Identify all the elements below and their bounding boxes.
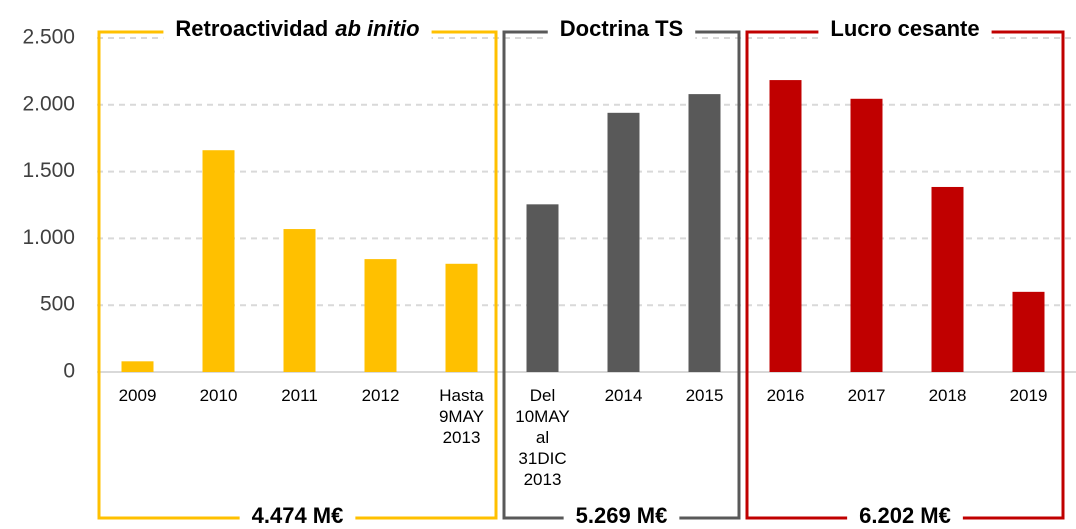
x-tick-line: 2014 — [605, 386, 643, 405]
group-title-part: Doctrina TS — [560, 16, 683, 41]
x-tick-line: Del — [530, 386, 556, 405]
group-title: Lucro cesante — [830, 16, 979, 41]
group-total: 4.474 M€ — [252, 503, 344, 528]
x-tick-line: 2019 — [1010, 386, 1048, 405]
x-tick-label: 2016 — [767, 386, 805, 405]
label-bg — [818, 15, 992, 41]
x-tick-line: 2013 — [443, 428, 481, 447]
bar — [1012, 291, 1045, 372]
x-tick-line: 2011 — [281, 386, 318, 405]
x-tick-label: 2009 — [119, 386, 157, 405]
x-tick-label: 2012 — [362, 386, 400, 405]
x-tick-line: Hasta — [439, 386, 484, 405]
x-tick-label: Del 10MAY al 31DIC 2013 — [515, 386, 570, 489]
label-bg — [547, 15, 696, 41]
bar — [121, 361, 154, 372]
bar — [283, 229, 316, 372]
grid — [97, 37, 1076, 373]
x-tick-line: 9MAY — [439, 407, 484, 426]
y-tick-label: 1.500 — [22, 159, 75, 182]
group-total: 5.269 M€ — [576, 503, 668, 528]
group-total: 6.202 M€ — [859, 503, 951, 528]
bar — [445, 263, 478, 372]
bar — [607, 112, 640, 372]
y-tick-label: 2.500 — [22, 26, 75, 49]
x-tick-line: 31DIC — [518, 449, 566, 468]
y-tick-label: 500 — [40, 293, 75, 316]
x-tick-line: al — [536, 428, 549, 447]
label-bg — [847, 502, 963, 528]
bar — [931, 186, 964, 372]
group-title-part: Lucro cesante — [830, 16, 979, 41]
bar — [769, 80, 802, 373]
x-tick-label: 2017 — [848, 386, 886, 405]
label-bg — [239, 502, 356, 528]
group-title-part: Retroactividad — [175, 16, 328, 41]
label-bg — [163, 15, 432, 41]
group-title-part: ab initio — [335, 16, 419, 41]
y-tick-label: 0 — [63, 360, 75, 383]
y-tick-label: 1.000 — [22, 226, 75, 249]
label-bg — [563, 502, 680, 528]
x-tick-label: Hasta 9MAY 2013 — [439, 386, 484, 447]
x-tick-line: 2010 — [200, 386, 238, 405]
x-tick-label: 2014 — [605, 386, 643, 405]
x-tick-label: 2010 — [200, 386, 238, 405]
y-tick-label: 2.000 — [22, 92, 75, 115]
x-tick-line: 2016 — [767, 386, 805, 405]
x-tick-line: 2013 — [524, 470, 562, 489]
group-title: Doctrina TS — [560, 16, 683, 41]
x-tick-label: 2015 — [686, 386, 724, 405]
x-tick-line: 2015 — [686, 386, 724, 405]
x-tick-line: 2018 — [929, 386, 967, 405]
bar — [850, 98, 883, 373]
x-tick-line: 2017 — [848, 386, 886, 405]
x-tick-line: 2012 — [362, 386, 400, 405]
bar — [202, 150, 235, 372]
x-tick-label: 2011 — [281, 386, 318, 405]
x-tick-line: 2009 — [119, 386, 157, 405]
bar — [364, 259, 397, 372]
x-tick-line: 10MAY — [515, 407, 570, 426]
group-title: Retroactividad ab initio — [175, 16, 419, 41]
bar — [526, 204, 559, 372]
x-tick-label: 2019 — [1010, 386, 1048, 405]
x-tick-label: 2018 — [929, 386, 967, 405]
bar — [688, 94, 721, 372]
